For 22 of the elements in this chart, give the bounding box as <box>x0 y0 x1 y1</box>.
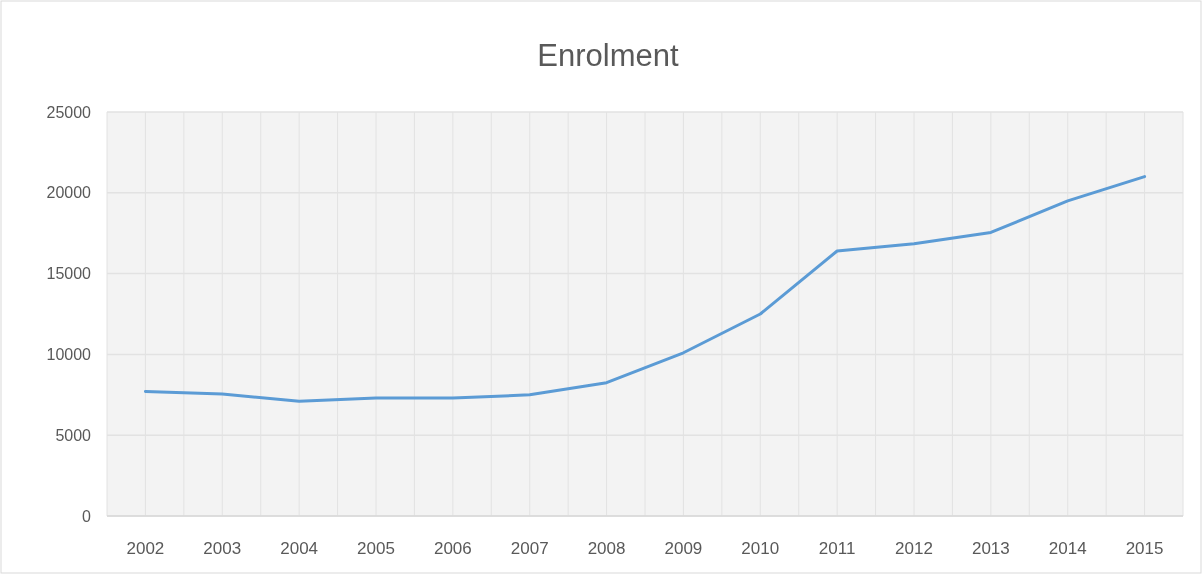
x-tick-label: 2006 <box>433 539 472 558</box>
y-tick-label: 0 <box>82 507 92 525</box>
y-tick-label: 15000 <box>46 265 92 283</box>
y-tick-label: 10000 <box>46 346 92 363</box>
x-tick-label: 2011 <box>818 539 856 558</box>
x-tick-label: 2008 <box>587 539 626 558</box>
x-tick-label: 2003 <box>203 539 242 558</box>
y-tick-label: 5000 <box>55 426 92 444</box>
y-tick-label: 25000 <box>46 103 92 121</box>
x-tick-label: 2012 <box>895 539 933 558</box>
x-tick-label: 2005 <box>357 539 395 558</box>
x-tick-label: 2002 <box>126 539 165 558</box>
x-tick-label: 2013 <box>971 539 1010 558</box>
line-series <box>143 175 1147 403</box>
chart-title: Enrolment <box>537 38 680 73</box>
x-tick-label: 2004 <box>280 539 319 558</box>
x-tick-label: 2015 <box>1125 539 1164 558</box>
y-tick-label: 20000 <box>46 184 92 202</box>
x-tick-label: 2007 <box>510 539 549 558</box>
x-tick-label: 2009 <box>664 539 703 558</box>
x-tick-label: 2014 <box>1048 539 1087 558</box>
x-tick-label: 2010 <box>741 539 780 558</box>
